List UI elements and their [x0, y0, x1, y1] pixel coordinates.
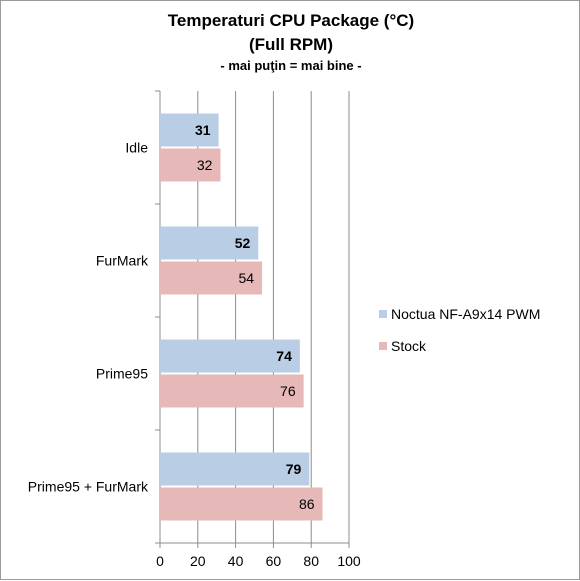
data-label: 79: [286, 461, 302, 477]
legend-label-stock: Stock: [391, 338, 427, 354]
data-label: 31: [195, 122, 211, 138]
category-label: Idle: [125, 140, 148, 156]
category-label: Prime95 + FurMark: [28, 479, 149, 495]
data-label: 52: [235, 235, 251, 251]
legend-item-noctua: Noctua NF-A9x14 PWM: [379, 305, 540, 323]
x-tick-label: 40: [228, 553, 244, 569]
bar-noctua: [160, 339, 300, 373]
x-tick-label: 20: [190, 553, 206, 569]
bar-noctua: [160, 226, 259, 260]
bar-stock: [160, 148, 221, 182]
category-label: FurMark: [96, 253, 149, 269]
chart-subtitle: (Full RPM): [248, 35, 334, 54]
chart-note: - mai puţin = mai bine -: [220, 58, 362, 73]
legend-swatch-noctua: [379, 310, 387, 318]
bar-noctua: [160, 452, 310, 486]
x-tick-label: 0: [156, 553, 164, 569]
legend-swatch-stock: [379, 342, 387, 350]
x-tick-label: 100: [337, 553, 361, 569]
x-tick-label: 80: [303, 553, 319, 569]
chart-title: Temperaturi CPU Package (°C): [167, 11, 415, 30]
data-label: 74: [276, 348, 292, 364]
data-label: 76: [280, 383, 296, 399]
legend-label-noctua: Noctua NF-A9x14 PWM: [391, 306, 541, 322]
category-label: Prime95: [96, 366, 148, 382]
x-tick-label: 60: [266, 553, 282, 569]
legend: Noctua NF-A9x14 PWM Stock: [379, 305, 540, 369]
bar-noctua: [160, 113, 219, 147]
data-label: 54: [238, 270, 254, 286]
bar-stock: [160, 261, 263, 295]
bar-stock: [160, 487, 323, 521]
data-label: 86: [299, 496, 315, 512]
bar-stock: [160, 374, 304, 408]
legend-item-stock: Stock: [379, 337, 540, 355]
data-label: 32: [197, 157, 213, 173]
